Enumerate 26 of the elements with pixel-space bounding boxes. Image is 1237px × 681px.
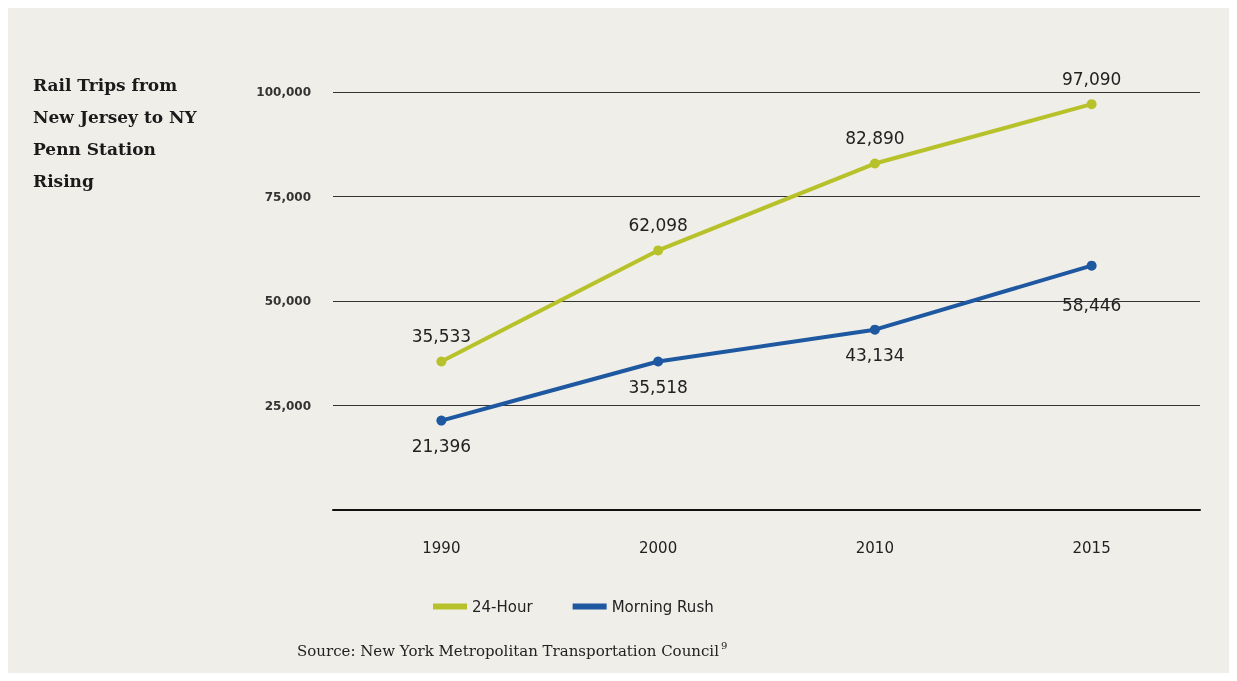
x-tick-label: 2015 bbox=[1072, 538, 1111, 557]
point bbox=[436, 415, 447, 426]
point bbox=[1086, 99, 1097, 110]
x-tick-label: 2010 bbox=[855, 538, 894, 557]
point bbox=[436, 356, 447, 367]
legend-label: 24-Hour bbox=[472, 597, 534, 616]
data-label: 43,134 bbox=[845, 345, 905, 366]
point bbox=[869, 158, 880, 169]
data-label: 62,098 bbox=[628, 214, 688, 235]
y-tick-label: 25,000 bbox=[264, 398, 311, 413]
y-tick-label: 50,000 bbox=[264, 294, 311, 308]
data-label: 97,090 bbox=[1061, 68, 1122, 89]
y-tick-label: 100,000 bbox=[256, 85, 311, 99]
point bbox=[869, 324, 880, 335]
x-tick-label: 2000 bbox=[639, 538, 678, 557]
point bbox=[653, 356, 664, 367]
text: Rail Trips from New Jersey to NY Penn Station Rising bbox=[33, 75, 203, 191]
legend-label: Morning Rush bbox=[611, 597, 714, 616]
data-label: 35,518 bbox=[628, 377, 688, 398]
point bbox=[1086, 260, 1097, 271]
point bbox=[653, 245, 664, 256]
y-tick-label: 75,000 bbox=[264, 189, 311, 204]
data-label: 21,396 bbox=[411, 436, 472, 457]
x-tick-label: 1990 bbox=[422, 538, 461, 557]
data-label: 82,890 bbox=[845, 128, 905, 149]
data-label: 35,533 bbox=[411, 325, 472, 346]
